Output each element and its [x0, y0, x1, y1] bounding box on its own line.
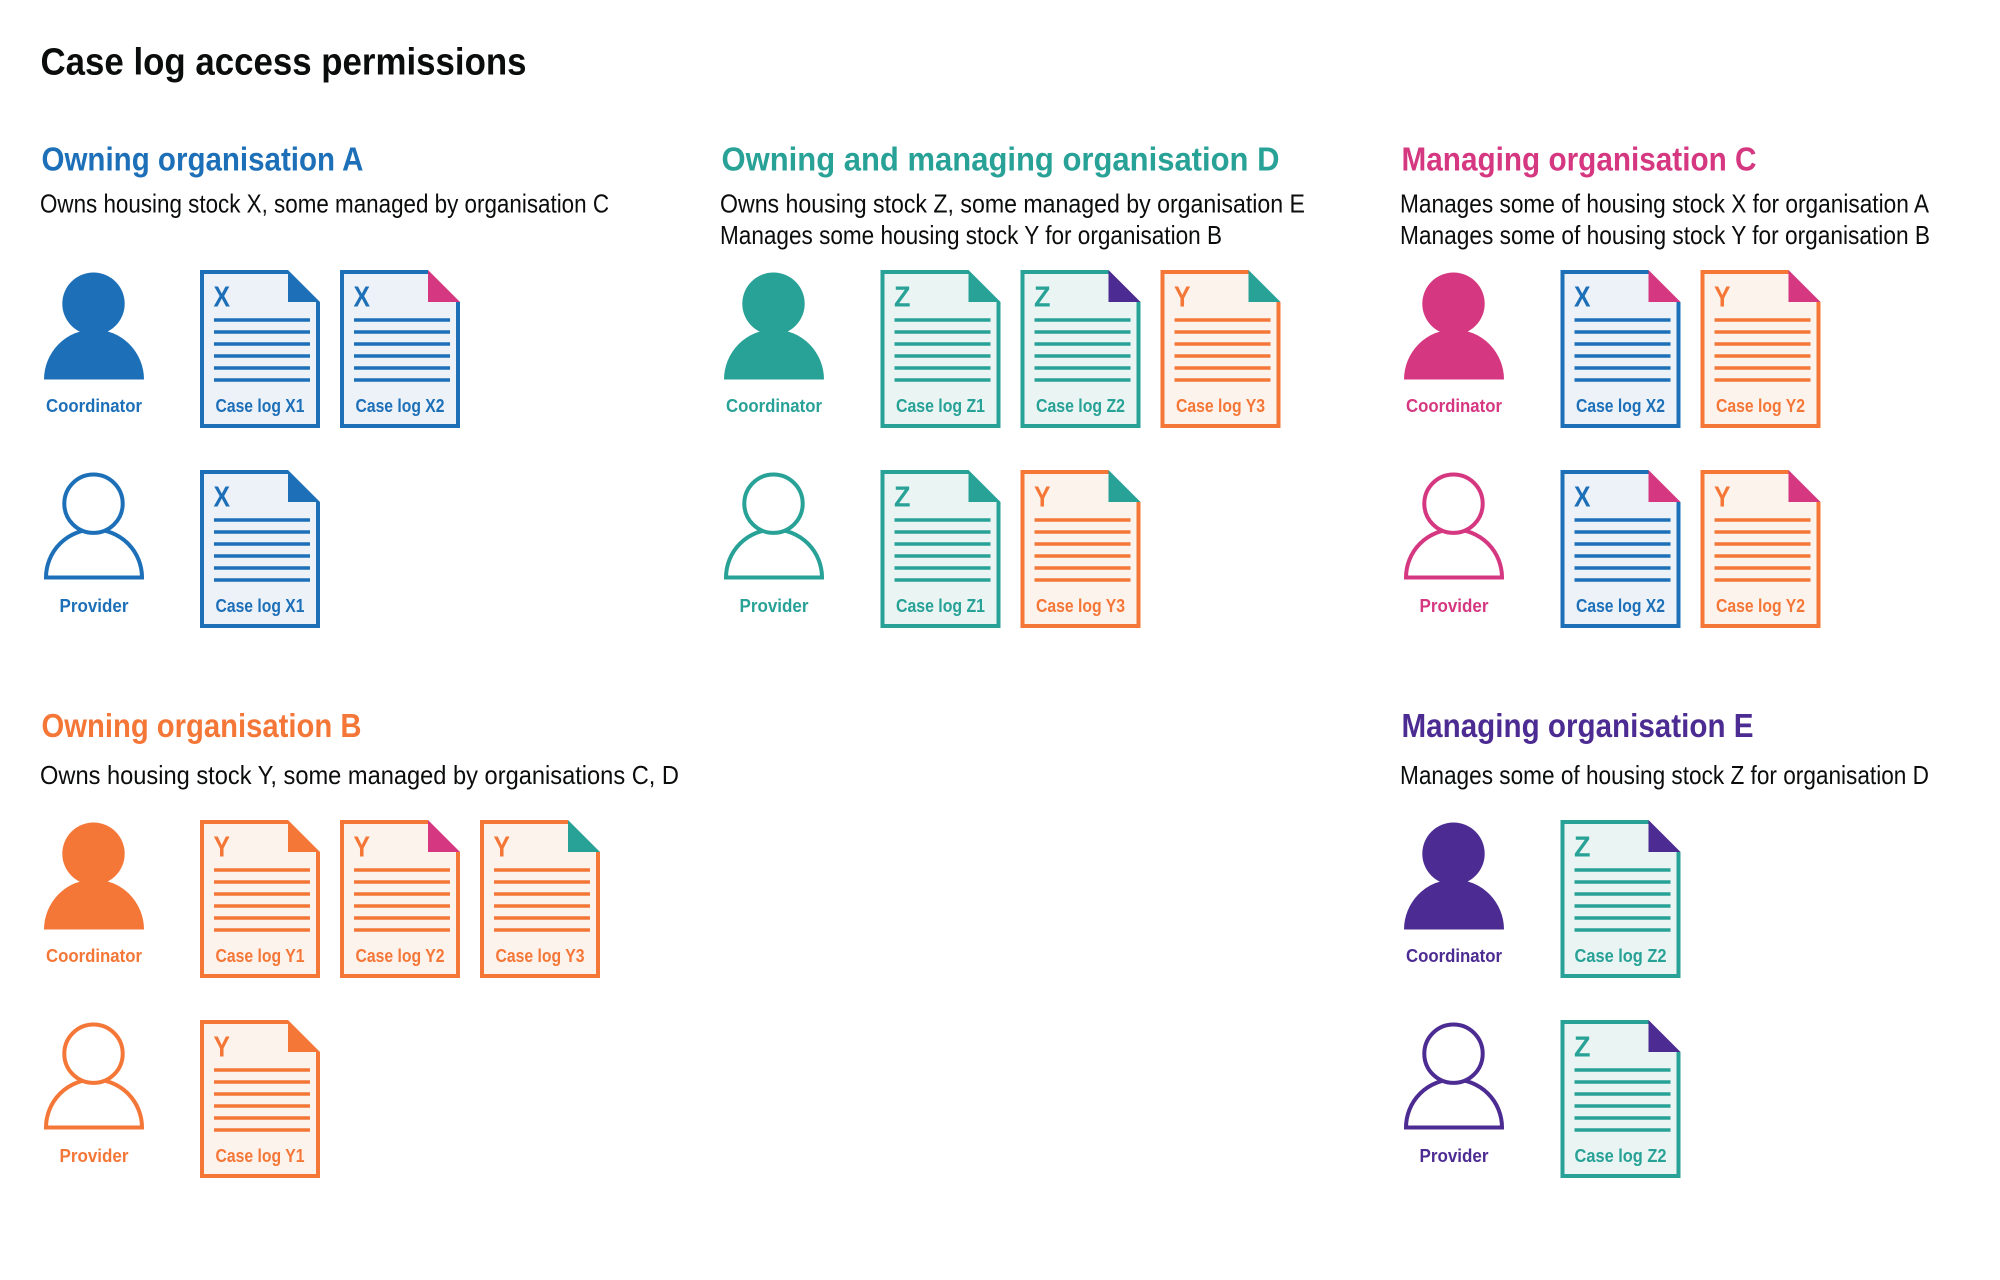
- svg-text:Owns housing stock X, some man: Owns housing stock X, some managed by or…: [40, 188, 609, 218]
- svg-text:Case log Z1: Case log Z1: [896, 396, 985, 416]
- svg-text:Z: Z: [1574, 832, 1591, 864]
- svg-text:Coordinator: Coordinator: [46, 396, 142, 416]
- svg-text:Case log Y2: Case log Y2: [1716, 396, 1805, 416]
- svg-text:Y: Y: [494, 832, 511, 864]
- svg-text:Coordinator: Coordinator: [1406, 946, 1502, 966]
- svg-text:Y: Y: [214, 1032, 231, 1064]
- svg-text:Coordinator: Coordinator: [46, 946, 142, 966]
- svg-text:Case log Y2: Case log Y2: [1716, 596, 1805, 616]
- svg-text:Owns housing stock Z, some man: Owns housing stock Z, some managed by or…: [720, 188, 1305, 218]
- svg-text:Case log X2: Case log X2: [356, 396, 445, 416]
- svg-text:Owning and managing organisati: Owning and managing organisation D: [722, 140, 1280, 177]
- svg-text:Manages some of housing stock: Manages some of housing stock Y for orga…: [1400, 220, 1930, 250]
- svg-text:Manages some housing stock Y f: Manages some housing stock Y for organis…: [720, 220, 1222, 250]
- svg-text:Case log X1: Case log X1: [216, 396, 305, 416]
- svg-text:Manages some of housing stock: Manages some of housing stock X for orga…: [1400, 188, 1930, 218]
- svg-text:Y: Y: [1714, 282, 1731, 314]
- svg-text:X: X: [214, 482, 231, 514]
- svg-text:Case log X2: Case log X2: [1576, 396, 1665, 416]
- svg-text:Owning organisation A: Owning organisation A: [42, 140, 364, 177]
- svg-text:Case log Y1: Case log Y1: [216, 946, 305, 966]
- svg-text:Case log Y1: Case log Y1: [216, 1146, 305, 1166]
- svg-text:Y: Y: [1714, 482, 1731, 514]
- svg-text:Case log Y3: Case log Y3: [1176, 396, 1265, 416]
- svg-text:Provider: Provider: [1420, 1146, 1489, 1166]
- svg-text:Provider: Provider: [740, 596, 809, 616]
- svg-text:Z: Z: [894, 282, 911, 314]
- svg-text:Managing organisation E: Managing organisation E: [1402, 707, 1754, 744]
- svg-text:Case log Y2: Case log Y2: [356, 946, 445, 966]
- svg-text:Z: Z: [1574, 1032, 1591, 1064]
- svg-text:Y: Y: [1174, 282, 1191, 314]
- svg-text:Case log Z1: Case log Z1: [896, 596, 985, 616]
- svg-text:X: X: [354, 282, 371, 314]
- svg-text:Case log X2: Case log X2: [1576, 596, 1665, 616]
- svg-text:Case log Z2: Case log Z2: [1575, 1146, 1667, 1166]
- svg-text:Z: Z: [1034, 282, 1051, 314]
- svg-text:X: X: [214, 282, 231, 314]
- svg-text:Coordinator: Coordinator: [726, 396, 822, 416]
- svg-text:Y: Y: [1034, 482, 1051, 514]
- svg-text:Manages some of housing stock: Manages some of housing stock Z for orga…: [1400, 760, 1929, 790]
- svg-text:Provider: Provider: [1420, 596, 1489, 616]
- svg-text:Case log X1: Case log X1: [216, 596, 305, 616]
- svg-text:Provider: Provider: [60, 1146, 129, 1166]
- svg-text:Case log Y3: Case log Y3: [496, 946, 585, 966]
- svg-text:Case log Y3: Case log Y3: [1036, 596, 1125, 616]
- svg-text:Managing organisation C: Managing organisation C: [1402, 140, 1757, 177]
- svg-text:X: X: [1574, 282, 1591, 314]
- svg-text:Case log Z2: Case log Z2: [1575, 946, 1667, 966]
- svg-text:Owns housing stock Y, some man: Owns housing stock Y, some managed by or…: [40, 760, 679, 790]
- svg-text:Case log Z2: Case log Z2: [1036, 396, 1125, 416]
- svg-text:Z: Z: [894, 482, 911, 514]
- svg-text:Owning organisation B: Owning organisation B: [42, 707, 362, 744]
- svg-text:X: X: [1574, 482, 1591, 514]
- svg-text:Case log access permissions: Case log access permissions: [41, 42, 527, 84]
- svg-text:Provider: Provider: [60, 596, 129, 616]
- svg-text:Y: Y: [214, 832, 231, 864]
- svg-text:Y: Y: [354, 832, 371, 864]
- svg-text:Coordinator: Coordinator: [1406, 396, 1502, 416]
